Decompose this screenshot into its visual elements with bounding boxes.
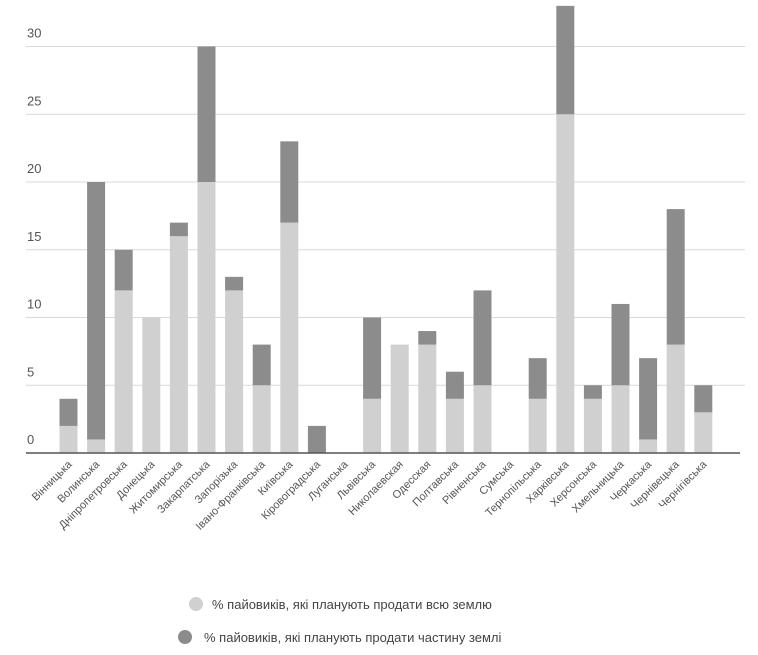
bar-partial-sale-2 [114,249,133,291]
x-axis-category-labels: ВінницькаВолинськаДніпропетровськаДонець… [30,458,710,533]
bar-partial-sale-20 [611,303,630,386]
bar-full-sale-13 [418,344,437,453]
bar-full-sale-22 [666,344,685,453]
bars [59,5,713,453]
legend-swatch-full-sale [189,597,203,611]
bar-full-sale-12 [390,344,409,453]
legend: % пайовиків, які планують продати всю зе… [178,597,502,645]
bar-full-sale-7 [252,385,271,453]
y-tick-label-20: 20 [27,161,41,176]
bar-full-sale-15 [473,385,492,453]
bar-partial-sale-17 [528,358,547,399]
bar-partial-sale-22 [666,209,685,345]
y-tick-label-0: 0 [27,432,34,447]
bar-full-sale-18 [556,114,575,453]
bar-partial-sale-19 [583,385,602,399]
bar-partial-sale-4 [169,222,188,237]
bar-partial-sale-11 [363,317,382,399]
legend-label-partial-sale: % пайовиків, які планують продати частин… [204,630,502,645]
bar-full-sale-0 [59,425,78,453]
bar-partial-sale-1 [87,182,106,440]
bar-full-sale-6 [225,290,244,453]
bar-full-sale-14 [445,398,464,453]
legend-item-full-sale: % пайовиків, які планують продати всю зе… [189,597,492,612]
bar-full-sale-8 [280,222,299,453]
bar-partial-sale-23 [694,385,713,413]
bar-full-sale-21 [639,439,658,453]
bar-full-sale-23 [694,412,713,453]
bar-full-sale-20 [611,385,630,453]
bar-partial-sale-14 [445,371,464,399]
bar-full-sale-4 [169,236,188,453]
legend-swatch-partial-sale [178,630,192,644]
bar-partial-sale-21 [639,358,658,440]
bar-partial-sale-5 [197,46,216,182]
bar-partial-sale-0 [59,398,78,426]
bar-full-sale-11 [363,398,382,453]
bar-full-sale-5 [197,182,216,453]
bar-partial-sale-8 [280,141,299,223]
y-tick-label-15: 15 [27,229,41,244]
bar-partial-sale-6 [225,276,244,291]
y-tick-label-30: 30 [27,26,41,41]
y-tick-label-10: 10 [27,297,41,312]
legend-item-partial-sale: % пайовиків, які планують продати частин… [178,630,502,645]
gridlines [26,46,745,386]
bar-full-sale-1 [87,439,106,453]
legend-label-full-sale: % пайовиків, які планують продати всю зе… [212,597,492,612]
bar-full-sale-19 [583,398,602,453]
y-axis-tick-labels: 0 5 10 15 20 25 30 [27,26,41,448]
bar-full-sale-2 [114,290,133,453]
bar-partial-sale-7 [252,344,271,386]
bar-full-sale-3 [142,317,161,453]
bar-partial-sale-15 [473,290,492,386]
bar-full-sale-17 [528,398,547,453]
y-tick-label-25: 25 [27,93,41,108]
bar-partial-sale-13 [418,331,437,345]
bar-partial-sale-18 [556,5,575,115]
y-tick-label-5: 5 [27,364,34,379]
bar-partial-sale-9 [307,425,326,453]
